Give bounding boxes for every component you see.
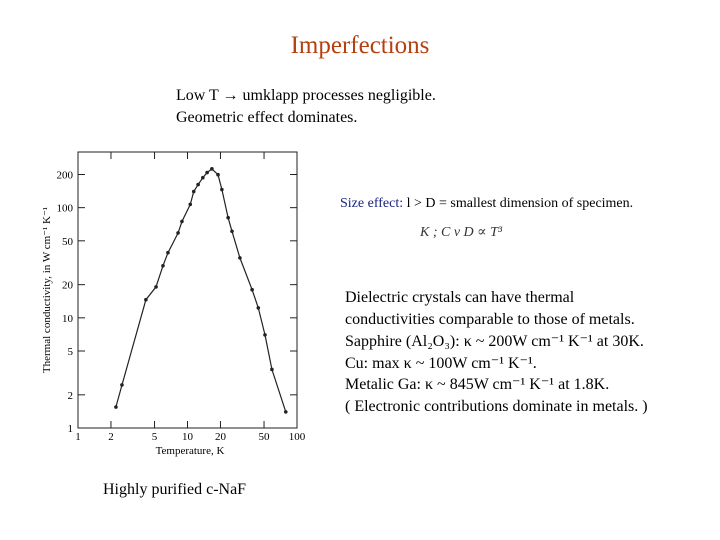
data-point	[176, 231, 180, 235]
data-point	[166, 250, 170, 255]
size-effect-label: Size effect:	[340, 196, 403, 211]
size-effect: Size effect: l > D = smallest dimension …	[340, 196, 633, 211]
x-tick-label: 2	[108, 431, 114, 443]
note-line: ( Electronic contributions dominate in m…	[345, 398, 648, 415]
y-tick-label: 1	[68, 423, 74, 435]
formula: K ; C v D ∝ T³	[419, 225, 503, 240]
x-tick-label: 1	[75, 431, 81, 443]
chart-caption: Highly purified c-NaF	[103, 481, 246, 498]
x-tick-label: 20	[215, 431, 227, 443]
data-point	[114, 405, 118, 409]
data-point	[238, 256, 242, 260]
data-point	[188, 202, 193, 207]
data-point	[226, 215, 230, 220]
y-tick-label: 2	[68, 390, 74, 402]
intro-line: Geometric effect dominates.	[176, 109, 357, 126]
data-point	[205, 170, 209, 175]
data-point	[230, 229, 234, 234]
data-point	[196, 182, 200, 187]
data-point	[210, 167, 214, 171]
data-point	[154, 285, 158, 289]
intro-line: Low T → umklapp processes negligible.	[176, 87, 436, 104]
y-axis-label: Thermal conductivity, in W cm⁻¹ K⁻¹	[41, 207, 53, 373]
data-point	[270, 367, 274, 372]
x-tick-label: 5	[152, 431, 158, 443]
x-tick-label: 10	[182, 431, 194, 443]
y-tick-label: 100	[57, 203, 74, 215]
data-point	[263, 333, 267, 337]
data-point	[256, 306, 261, 310]
data-point	[250, 287, 254, 292]
data-point	[120, 383, 124, 387]
y-tick-label: 50	[62, 236, 74, 248]
data-point	[180, 219, 184, 224]
y-tick-label: 5	[68, 346, 74, 358]
data-line	[115, 168, 287, 413]
x-tick-label: 50	[259, 431, 271, 443]
slide-title: Imperfections	[291, 32, 430, 59]
size-effect-text: l > D = smallest dimension of specimen.	[407, 196, 634, 211]
y-tick-label: 200	[57, 169, 74, 181]
chart: 1 2 5 10 20 50 100 1 2 5 10 20 50 100 200	[57, 151, 306, 443]
note-line: Dielectric crystals can have thermal	[345, 289, 575, 306]
data-point	[216, 172, 220, 177]
data-point	[144, 297, 148, 302]
data-point	[201, 175, 205, 180]
data-point	[220, 187, 224, 192]
note-line: Sapphire (Al₂O₃): κ ~ 200W cm⁻¹ K⁻¹ at 3…	[345, 333, 644, 350]
y-tick-label: 20	[62, 280, 74, 292]
x-axis-label: Temperature, K	[156, 445, 225, 457]
x-tick-label: 100	[289, 431, 306, 443]
data-point	[283, 410, 288, 414]
data-point	[191, 189, 196, 194]
y-tick-label: 10	[62, 313, 74, 325]
note-line: Metalic Ga: κ ~ 845W cm⁻¹ K⁻¹ at 1.8K.	[345, 376, 609, 393]
data-point	[161, 263, 165, 268]
note-line: Cu: max κ ~ 100W cm⁻¹ K⁻¹.	[345, 355, 537, 372]
note-line: conductivities comparable to those of me…	[345, 311, 635, 328]
